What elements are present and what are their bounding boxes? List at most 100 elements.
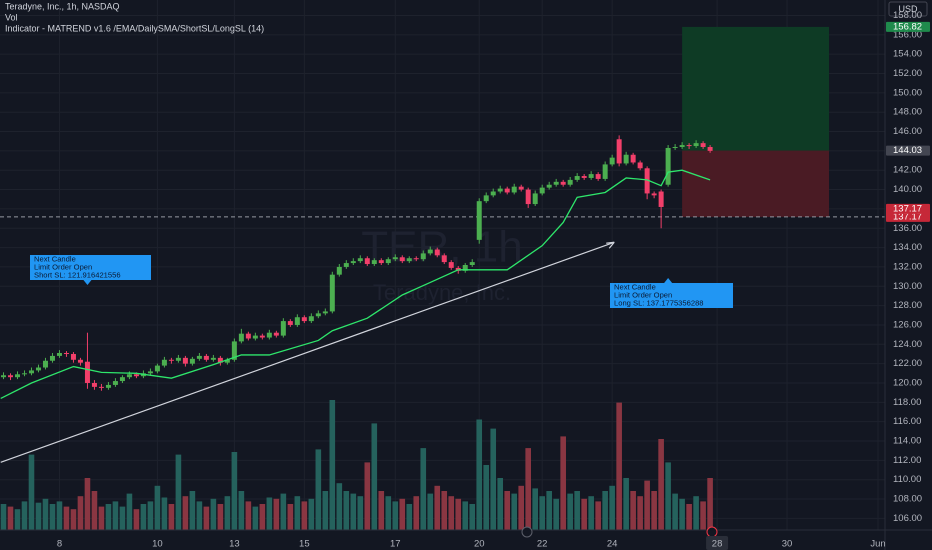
candle-body xyxy=(448,262,454,268)
watermark-subtitle: Teradyne, Inc. xyxy=(373,280,511,305)
candle-body xyxy=(483,195,489,202)
candle-body xyxy=(665,147,671,185)
candle-body xyxy=(581,176,587,178)
volume-bar xyxy=(448,496,455,530)
price-tag xyxy=(886,211,930,222)
volume-bar xyxy=(588,496,594,530)
annotation-text: Limit Order Open xyxy=(34,263,92,272)
volume-bar xyxy=(273,498,280,530)
candle-body xyxy=(427,249,433,254)
volume-bar xyxy=(707,478,713,530)
price-tag-label: 144.03 xyxy=(893,145,922,156)
volume-bar xyxy=(210,498,217,530)
volume-legend: Vol xyxy=(5,12,18,22)
candle-body xyxy=(518,186,524,190)
volume-bar xyxy=(483,465,490,530)
y-tick-label: 150.00 xyxy=(893,87,922,98)
candle-body xyxy=(175,357,181,361)
candle-body xyxy=(357,258,363,262)
currency-button[interactable] xyxy=(888,1,928,17)
volume-bar xyxy=(42,498,49,530)
price-tag-label: 137.17 xyxy=(893,211,922,222)
x-tick-label: 20 xyxy=(474,539,485,550)
candle-body xyxy=(42,360,48,368)
volume-bar xyxy=(497,478,504,530)
candle-body xyxy=(196,355,202,359)
y-tick-label: 158.00 xyxy=(893,10,922,21)
y-tick-label: 140.00 xyxy=(893,184,922,195)
volume-bar xyxy=(133,509,140,530)
candle-body xyxy=(7,375,13,378)
candle-body xyxy=(14,374,20,378)
candle-body xyxy=(28,370,34,374)
volume-bar xyxy=(0,504,7,530)
y-tick-label: 114.00 xyxy=(893,436,921,447)
y-tick-label: 128.00 xyxy=(893,300,922,311)
volume-bar xyxy=(378,491,385,530)
volume-bar xyxy=(511,493,518,530)
volume-bar xyxy=(56,501,63,530)
volume-bar xyxy=(91,491,98,530)
volume-bar xyxy=(63,506,70,530)
volume-bar xyxy=(581,498,587,530)
volume-bar xyxy=(266,497,273,530)
volume-bar xyxy=(385,496,392,530)
candle-body xyxy=(469,262,475,265)
annotation-pointer xyxy=(664,278,673,283)
candle-body xyxy=(371,260,377,265)
candle-body xyxy=(77,359,83,363)
annotation-text: Next Candle xyxy=(34,255,76,264)
event-icon[interactable] xyxy=(706,526,718,538)
candle-body xyxy=(525,189,531,205)
volume-bar xyxy=(245,501,252,530)
candle-body xyxy=(343,263,349,267)
candle-body xyxy=(112,381,118,385)
candle-body xyxy=(119,377,125,382)
volume-bar xyxy=(154,485,161,530)
candle-body xyxy=(252,335,258,339)
candle-body xyxy=(189,358,195,364)
y-tick-label: 132.00 xyxy=(893,261,922,272)
annotation-box xyxy=(610,283,733,308)
dividend-icon[interactable] xyxy=(521,526,533,538)
volume-bar xyxy=(693,496,699,530)
candle-body xyxy=(91,382,97,387)
candle-body xyxy=(595,174,601,179)
candle-body xyxy=(287,321,293,325)
x-tick-label: 28 xyxy=(712,539,723,550)
volume-bar xyxy=(231,452,238,530)
currency-label[interactable]: USD xyxy=(898,4,918,14)
volume-bar xyxy=(28,454,35,530)
candle-body xyxy=(126,374,132,378)
volume-bar xyxy=(168,504,175,530)
volume-bar xyxy=(343,491,350,530)
x-tick-label: 8 xyxy=(57,539,62,550)
x-tick-label: Jun xyxy=(870,539,885,550)
volume-bar xyxy=(308,498,315,530)
candle-body xyxy=(637,162,643,169)
volume-bar xyxy=(609,485,615,530)
candle-body xyxy=(322,311,328,314)
volume-bar xyxy=(259,504,266,530)
volume-bar xyxy=(679,498,685,530)
y-tick-label: 122.00 xyxy=(893,358,922,369)
volume-bar xyxy=(476,419,483,530)
x-tick-label: 13 xyxy=(229,539,240,550)
candle-body xyxy=(259,335,265,338)
volume-bar xyxy=(315,449,322,530)
candle-body xyxy=(658,191,664,207)
y-tick-label: 134.00 xyxy=(893,242,922,253)
volume-bar xyxy=(651,491,657,530)
y-tick-label: 112.00 xyxy=(893,455,921,466)
candle-body xyxy=(588,174,594,178)
volume-bar xyxy=(336,483,343,530)
volume-bar xyxy=(140,504,147,530)
volume-bar xyxy=(7,506,14,530)
y-tick-label: 154.00 xyxy=(893,49,922,60)
candle-body xyxy=(133,374,139,377)
candle-body xyxy=(0,375,6,378)
candle-body xyxy=(35,367,41,371)
y-tick-label: 136.00 xyxy=(893,223,922,234)
candle-body xyxy=(364,258,370,265)
candle-body xyxy=(693,143,699,147)
